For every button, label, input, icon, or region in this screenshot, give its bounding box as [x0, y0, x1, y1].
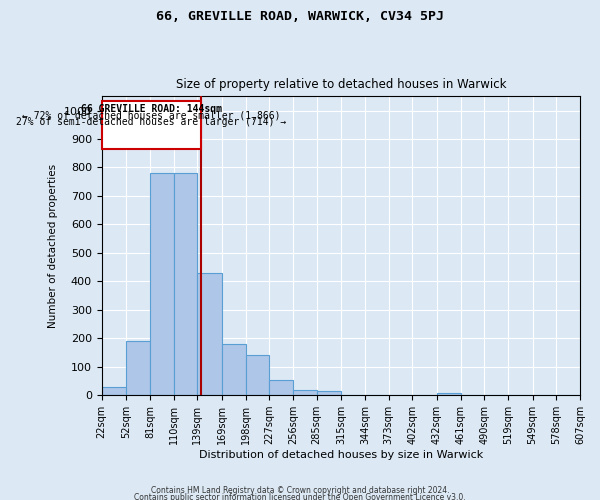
- Bar: [126, 341, 150, 395]
- Text: Contains HM Land Registry data © Crown copyright and database right 2024.: Contains HM Land Registry data © Crown c…: [151, 486, 449, 495]
- Bar: [197, 273, 222, 395]
- Bar: [101, 386, 126, 395]
- Title: Size of property relative to detached houses in Warwick: Size of property relative to detached ho…: [176, 78, 506, 91]
- Text: 66, GREVILLE ROAD, WARWICK, CV34 5PJ: 66, GREVILLE ROAD, WARWICK, CV34 5PJ: [156, 10, 444, 23]
- Bar: [222, 344, 245, 395]
- FancyBboxPatch shape: [101, 100, 202, 149]
- Text: Contains public sector information licensed under the Open Government Licence v3: Contains public sector information licen…: [134, 494, 466, 500]
- Bar: [437, 393, 461, 395]
- Text: ← 72% of detached houses are smaller (1,866): ← 72% of detached houses are smaller (1,…: [22, 110, 281, 120]
- Bar: [245, 356, 269, 395]
- Bar: [317, 391, 341, 395]
- Bar: [293, 390, 317, 395]
- Text: 27% of semi-detached houses are larger (714) →: 27% of semi-detached houses are larger (…: [16, 117, 287, 127]
- Text: 66 GREVILLE ROAD: 144sqm: 66 GREVILLE ROAD: 144sqm: [81, 104, 222, 114]
- X-axis label: Distribution of detached houses by size in Warwick: Distribution of detached houses by size …: [199, 450, 483, 460]
- Y-axis label: Number of detached properties: Number of detached properties: [49, 164, 58, 328]
- Bar: [173, 173, 197, 395]
- Bar: [269, 380, 293, 395]
- Bar: [150, 173, 173, 395]
